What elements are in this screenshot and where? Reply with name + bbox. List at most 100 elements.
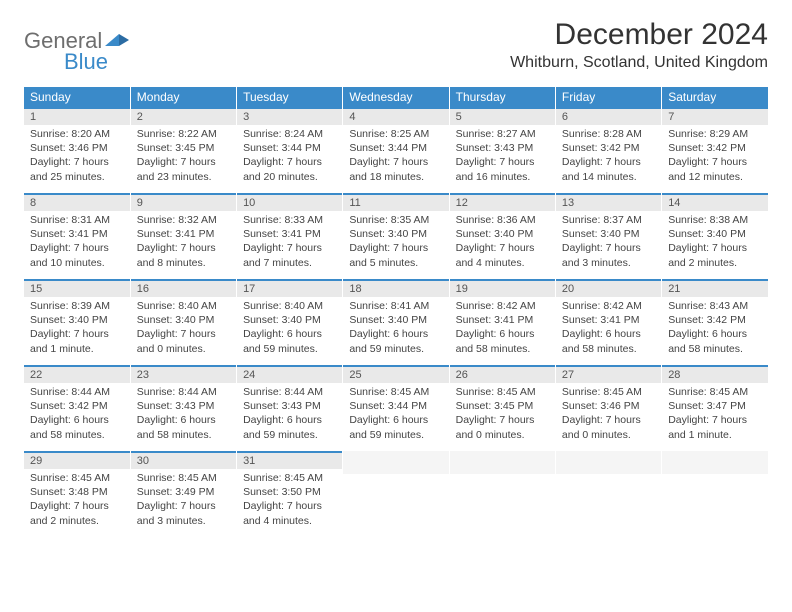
- daylight-text-1: Daylight: 7 hours: [243, 499, 336, 513]
- daylight-text-1: Daylight: 7 hours: [349, 155, 442, 169]
- weekday-header: Monday: [130, 87, 236, 107]
- day-body: Sunrise: 8:40 AMSunset: 3:40 PMDaylight:…: [131, 297, 236, 360]
- day-body: [662, 466, 768, 474]
- daylight-text-2: and 59 minutes.: [349, 428, 442, 442]
- sunrise-text: Sunrise: 8:29 AM: [668, 127, 762, 141]
- sunrise-text: Sunrise: 8:45 AM: [668, 385, 762, 399]
- calendar-day-cell: 24Sunrise: 8:44 AMSunset: 3:43 PMDayligh…: [237, 365, 343, 451]
- sunrise-text: Sunrise: 8:42 AM: [456, 299, 549, 313]
- calendar-day-cell: 12Sunrise: 8:36 AMSunset: 3:40 PMDayligh…: [449, 193, 555, 279]
- daylight-text-1: Daylight: 7 hours: [562, 155, 655, 169]
- sunrise-text: Sunrise: 8:41 AM: [349, 299, 442, 313]
- sunset-text: Sunset: 3:47 PM: [668, 399, 762, 413]
- calendar-week-row: 1Sunrise: 8:20 AMSunset: 3:46 PMDaylight…: [24, 107, 768, 193]
- calendar-day-cell: 19Sunrise: 8:42 AMSunset: 3:41 PMDayligh…: [449, 279, 555, 365]
- day-body: Sunrise: 8:45 AMSunset: 3:49 PMDaylight:…: [131, 469, 236, 532]
- daylight-text-1: Daylight: 6 hours: [562, 327, 655, 341]
- calendar-day-cell: 17Sunrise: 8:40 AMSunset: 3:40 PMDayligh…: [237, 279, 343, 365]
- daylight-text-1: Daylight: 6 hours: [349, 327, 442, 341]
- daylight-text-2: and 10 minutes.: [30, 256, 124, 270]
- day-body: Sunrise: 8:32 AMSunset: 3:41 PMDaylight:…: [131, 211, 236, 274]
- day-body: Sunrise: 8:31 AMSunset: 3:41 PMDaylight:…: [24, 211, 130, 274]
- daylight-text-2: and 0 minutes.: [456, 428, 549, 442]
- calendar-day-cell: 31Sunrise: 8:45 AMSunset: 3:50 PMDayligh…: [237, 451, 343, 537]
- day-number: 29: [24, 451, 130, 469]
- daylight-text-1: Daylight: 7 hours: [137, 327, 230, 341]
- sunset-text: Sunset: 3:40 PM: [349, 227, 442, 241]
- day-body: Sunrise: 8:24 AMSunset: 3:44 PMDaylight:…: [237, 125, 342, 188]
- sunset-text: Sunset: 3:43 PM: [456, 141, 549, 155]
- day-number: 28: [662, 365, 768, 383]
- daylight-text-2: and 12 minutes.: [668, 170, 762, 184]
- day-body: Sunrise: 8:33 AMSunset: 3:41 PMDaylight:…: [237, 211, 342, 274]
- weekday-header: Tuesday: [237, 87, 343, 107]
- sunrise-text: Sunrise: 8:43 AM: [668, 299, 762, 313]
- day-body: Sunrise: 8:40 AMSunset: 3:40 PMDaylight:…: [237, 297, 342, 360]
- page-title: December 2024: [510, 18, 768, 52]
- sunset-text: Sunset: 3:41 PM: [137, 227, 230, 241]
- sunset-text: Sunset: 3:49 PM: [137, 485, 230, 499]
- calendar-day-cell: [555, 451, 661, 537]
- day-number: 5: [450, 107, 555, 125]
- daylight-text-1: Daylight: 7 hours: [30, 241, 124, 255]
- day-number: 12: [450, 193, 555, 211]
- daylight-text-2: and 0 minutes.: [562, 428, 655, 442]
- day-body: Sunrise: 8:29 AMSunset: 3:42 PMDaylight:…: [662, 125, 768, 188]
- day-number: 10: [237, 193, 342, 211]
- day-number: 27: [556, 365, 661, 383]
- day-number: [343, 451, 448, 466]
- weekday-header: Saturday: [662, 87, 768, 107]
- day-number: [450, 451, 555, 466]
- day-number: 11: [343, 193, 448, 211]
- day-number: 18: [343, 279, 448, 297]
- daylight-text-1: Daylight: 7 hours: [349, 241, 442, 255]
- sunrise-text: Sunrise: 8:45 AM: [137, 471, 230, 485]
- sunset-text: Sunset: 3:45 PM: [137, 141, 230, 155]
- sunrise-text: Sunrise: 8:37 AM: [562, 213, 655, 227]
- day-number: 31: [237, 451, 342, 469]
- calendar-day-cell: [449, 451, 555, 537]
- day-body: Sunrise: 8:45 AMSunset: 3:48 PMDaylight:…: [24, 469, 130, 532]
- daylight-text-1: Daylight: 7 hours: [668, 413, 762, 427]
- daylight-text-2: and 4 minutes.: [456, 256, 549, 270]
- daylight-text-2: and 18 minutes.: [349, 170, 442, 184]
- day-body: Sunrise: 8:22 AMSunset: 3:45 PMDaylight:…: [131, 125, 236, 188]
- weekday-header: Sunday: [24, 87, 130, 107]
- day-body: Sunrise: 8:42 AMSunset: 3:41 PMDaylight:…: [450, 297, 555, 360]
- title-block: December 2024 Whitburn, Scotland, United…: [510, 18, 768, 72]
- sunset-text: Sunset: 3:41 PM: [30, 227, 124, 241]
- day-body: Sunrise: 8:37 AMSunset: 3:40 PMDaylight:…: [556, 211, 661, 274]
- day-body: Sunrise: 8:44 AMSunset: 3:42 PMDaylight:…: [24, 383, 130, 446]
- sunset-text: Sunset: 3:41 PM: [562, 313, 655, 327]
- daylight-text-2: and 7 minutes.: [243, 256, 336, 270]
- daylight-text-2: and 0 minutes.: [137, 342, 230, 356]
- calendar-day-cell: 14Sunrise: 8:38 AMSunset: 3:40 PMDayligh…: [662, 193, 768, 279]
- day-number: 9: [131, 193, 236, 211]
- calendar-day-cell: 6Sunrise: 8:28 AMSunset: 3:42 PMDaylight…: [555, 107, 661, 193]
- day-body: Sunrise: 8:39 AMSunset: 3:40 PMDaylight:…: [24, 297, 130, 360]
- sunset-text: Sunset: 3:40 PM: [349, 313, 442, 327]
- sunrise-text: Sunrise: 8:45 AM: [30, 471, 124, 485]
- sunrise-text: Sunrise: 8:31 AM: [30, 213, 124, 227]
- sunset-text: Sunset: 3:41 PM: [243, 227, 336, 241]
- day-number: 19: [450, 279, 555, 297]
- day-number: 6: [556, 107, 661, 125]
- daylight-text-2: and 59 minutes.: [349, 342, 442, 356]
- calendar-day-cell: 15Sunrise: 8:39 AMSunset: 3:40 PMDayligh…: [24, 279, 130, 365]
- calendar-week-row: 29Sunrise: 8:45 AMSunset: 3:48 PMDayligh…: [24, 451, 768, 537]
- sunset-text: Sunset: 3:41 PM: [456, 313, 549, 327]
- day-number: 8: [24, 193, 130, 211]
- daylight-text-2: and 2 minutes.: [668, 256, 762, 270]
- calendar-day-cell: 8Sunrise: 8:31 AMSunset: 3:41 PMDaylight…: [24, 193, 130, 279]
- calendar-day-cell: 7Sunrise: 8:29 AMSunset: 3:42 PMDaylight…: [662, 107, 768, 193]
- sunrise-text: Sunrise: 8:22 AM: [137, 127, 230, 141]
- sunrise-text: Sunrise: 8:45 AM: [243, 471, 336, 485]
- sunset-text: Sunset: 3:40 PM: [243, 313, 336, 327]
- logo-word2: Blue: [64, 51, 129, 73]
- daylight-text-1: Daylight: 6 hours: [243, 327, 336, 341]
- daylight-text-2: and 16 minutes.: [456, 170, 549, 184]
- day-number: 14: [662, 193, 768, 211]
- day-body: Sunrise: 8:41 AMSunset: 3:40 PMDaylight:…: [343, 297, 448, 360]
- day-number: 24: [237, 365, 342, 383]
- sunrise-text: Sunrise: 8:36 AM: [456, 213, 549, 227]
